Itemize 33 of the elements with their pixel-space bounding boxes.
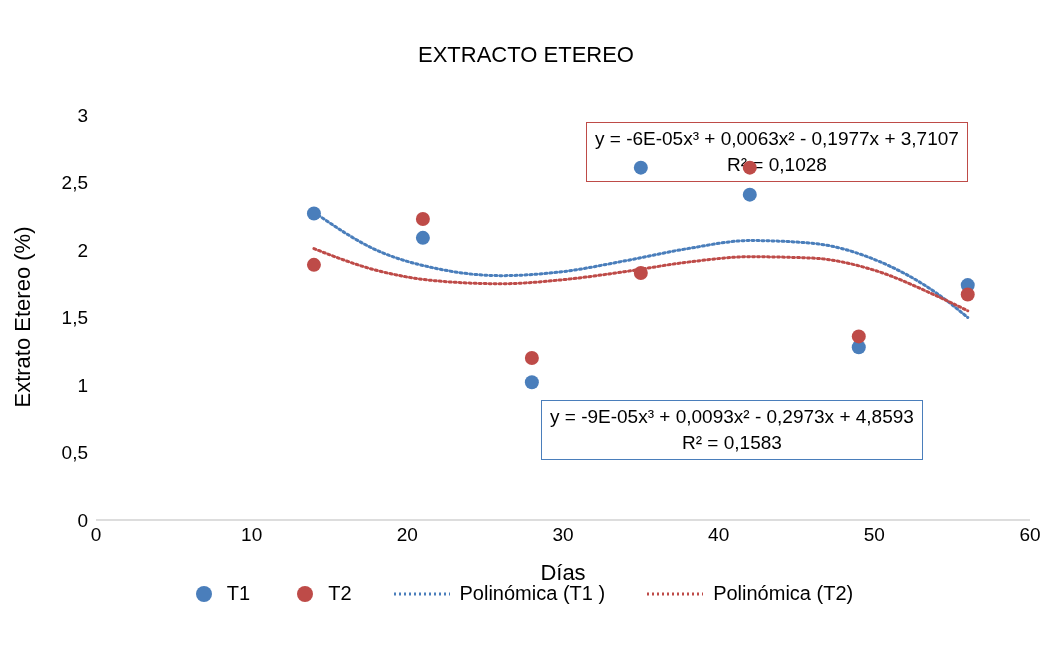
x-tick-label: 50 (863, 524, 885, 546)
point (633, 265, 648, 280)
point (415, 230, 430, 245)
point (524, 375, 539, 390)
chart-title: EXTRACTO ETEREO (417, 42, 635, 68)
point (524, 351, 539, 365)
legend-label: T1 (226, 582, 251, 605)
x-tick-label: 20 (396, 524, 418, 546)
y-tick-label: 3 (77, 104, 88, 126)
point (851, 329, 866, 344)
x-tick-label: 40 (708, 524, 730, 546)
x-tick-label: 60 (1019, 524, 1041, 546)
point (306, 206, 321, 221)
point (960, 287, 975, 302)
line-series (312, 247, 970, 313)
x-axis-title: Días (540, 560, 586, 585)
y-tick-label: 1 (77, 374, 88, 396)
y-tick-label: 1,5 (61, 307, 88, 329)
y-axis-title: Extrato Etereo (%) (9, 226, 35, 408)
legend-label: Polinómica (T1 ) (459, 582, 606, 605)
annotation: y = -9E-05x³ + 0,0093x² - 0,2973x + 4,8593 R² = 0,1583 (550, 405, 914, 455)
y-tick-label: 2,5 (61, 172, 88, 194)
legend-label: T2 (328, 582, 352, 605)
point (633, 160, 648, 175)
y-tick-label: 0 (77, 509, 88, 531)
point (742, 187, 757, 202)
point (306, 257, 321, 272)
point (415, 211, 430, 226)
x-tick-label: 10 (241, 524, 263, 546)
legend-label: Polinómica (T2) (713, 582, 854, 605)
x-tick-label: 30 (552, 524, 574, 546)
y-tick-label: 2 (77, 239, 88, 261)
y-tick-label: 0,5 (61, 442, 88, 464)
